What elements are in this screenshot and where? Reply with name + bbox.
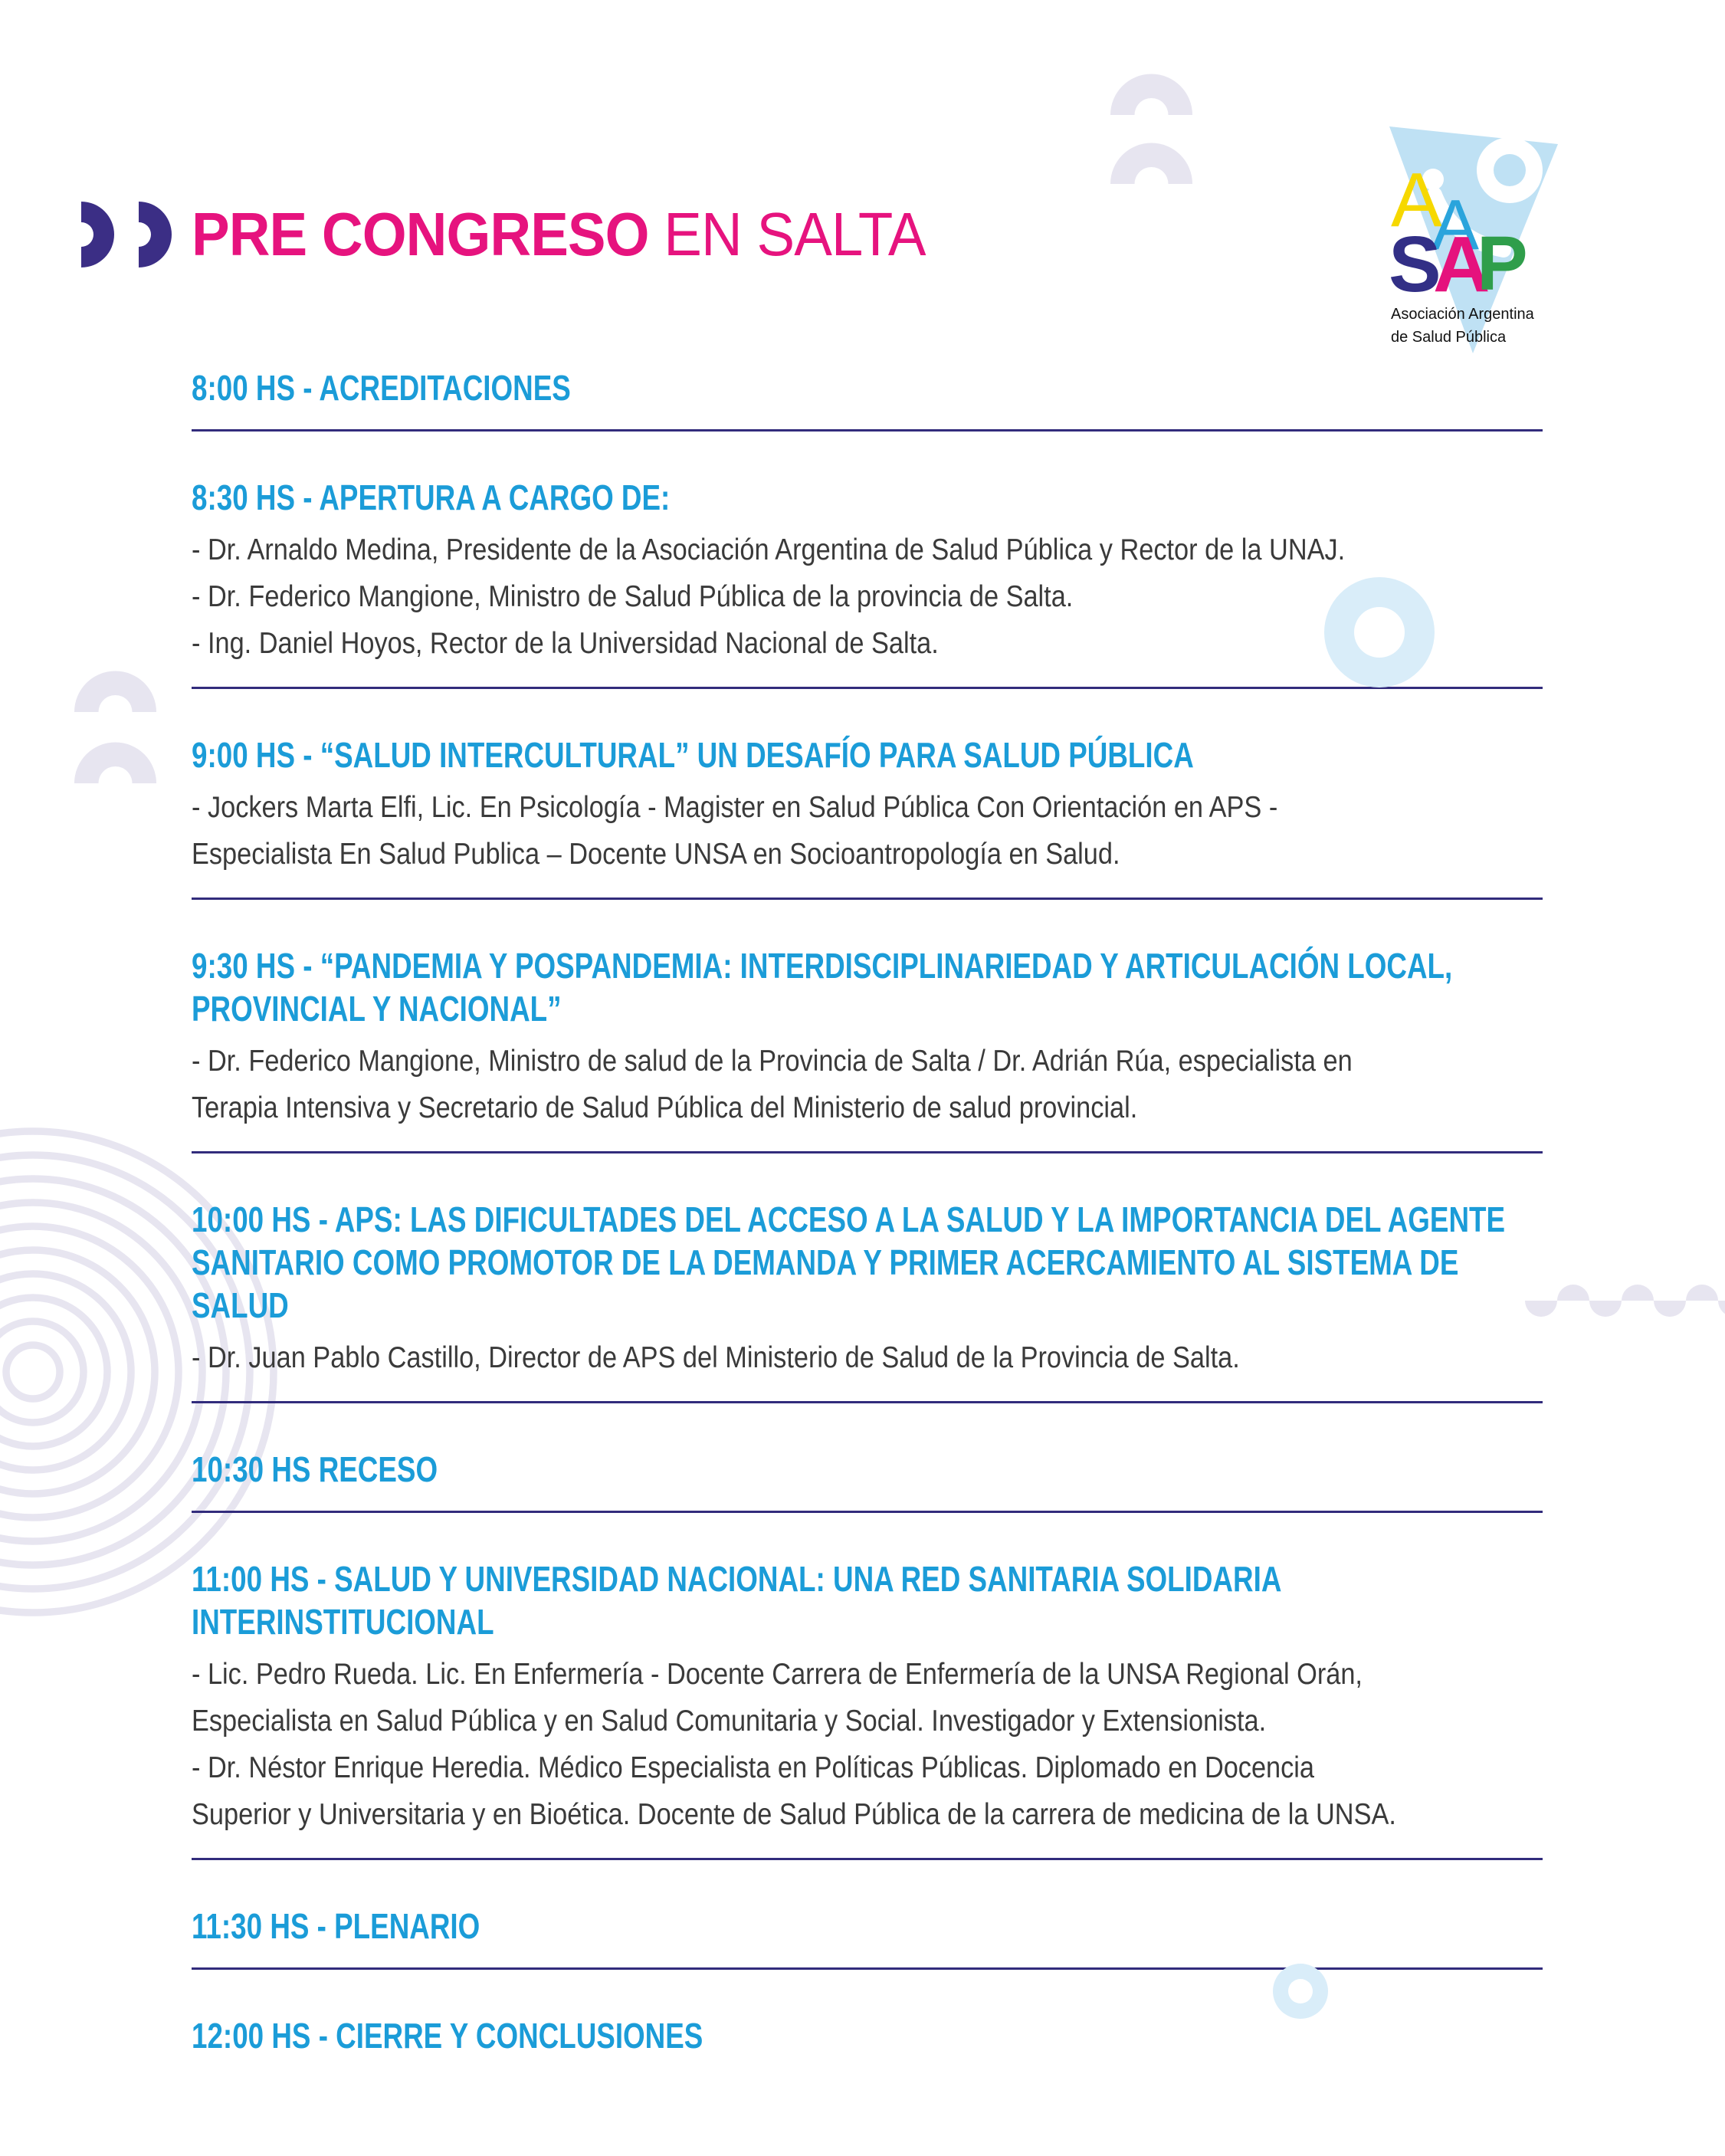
aasap-logo: A A S A P Asociación Argentina de Salud …: [1387, 121, 1563, 370]
session-speaker-line: - Dr. Néstor Enrique Heredia. Médico Esp…: [192, 1751, 1396, 1831]
section-divider: [192, 1511, 1543, 1513]
logo-person-head: [1422, 169, 1444, 190]
session-speakers: - Dr. Juan Pablo Castillo, Director de A…: [192, 1334, 1543, 1381]
schedule-section: 9:00 HS - “SALUD INTERCULTURAL” UN DESAF…: [192, 733, 1543, 900]
logo-letter-s-navy: S: [1389, 220, 1441, 308]
session-heading: 10:00 HS - APS: LAS DIFICULTADES DEL ACC…: [192, 1199, 1506, 1325]
donut-right-decoration: [1324, 577, 1435, 691]
quote-marks-icon: [80, 201, 172, 272]
logo-person-body: [1427, 187, 1511, 258]
session-speakers: - Dr. Arnaldo Medina, Presidente de la A…: [192, 527, 1543, 667]
schedule-section: 8:00 HS - ACREDITACIONES: [192, 366, 1543, 432]
session-heading: 9:30 HS - “PANDEMIA Y POSPANDEMIA: INTER…: [192, 946, 1453, 1029]
section-divider: [192, 898, 1543, 900]
session-speakers: - Dr. Federico Mangione, Ministro de sal…: [192, 1038, 1543, 1131]
session-heading: 9:00 HS - “SALUD INTERCULTURAL” UN DESAF…: [192, 735, 1194, 775]
logo-letter-a-magenta: A: [1433, 220, 1490, 308]
session-speakers: - Jockers Marta Elfi, Lic. En Psicología…: [192, 784, 1543, 878]
logo-letter-a-yellow: A: [1391, 157, 1442, 243]
session-heading: 8:00 HS - ACREDITACIONES: [192, 368, 571, 408]
section-divider: [192, 429, 1543, 432]
page-title: PRE CONGRESO EN SALTA: [192, 196, 926, 273]
logo-letter-a-blue: A: [1431, 185, 1479, 264]
page-title-light: EN SALTA: [648, 200, 926, 268]
schedule-section: 12:00 HS - CIERRE Y CONCLUSIONES: [192, 2014, 1543, 2057]
schedule-list: 8:00 HS - ACREDITACIONES 8:30 HS - APERT…: [192, 366, 1543, 2102]
page-title-bold: PRE CONGRESO: [192, 200, 649, 268]
session-heading: 11:30 HS - PLENARIO: [192, 1906, 480, 1946]
logo-caption-line1: Asociación Argentina: [1391, 306, 1535, 323]
schedule-section: 8:30 HS - APERTURA A CARGO DE: - Dr. Arn…: [192, 476, 1543, 689]
logo-letter-p-green: P: [1477, 221, 1528, 307]
logo-caption-line2: de Salud Pública: [1391, 329, 1507, 346]
schedule-section: 9:30 HS - “PANDEMIA Y POSPANDEMIA: INTER…: [192, 944, 1543, 1153]
session-heading: 11:00 HS - SALUD Y UNIVERSIDAD NACIONAL:…: [192, 1559, 1282, 1642]
double-arch-left-decoration: [74, 671, 156, 788]
session-heading: 10:30 HS RECESO: [192, 1449, 438, 1489]
schedule-section: 10:00 HS - APS: LAS DIFICULTADES DEL ACC…: [192, 1198, 1543, 1403]
double-arch-top-decoration: [1110, 74, 1192, 189]
session-speaker-line: - Ing. Daniel Hoyos, Rector de la Univer…: [192, 627, 939, 660]
schedule-section: 11:00 HS - SALUD Y UNIVERSIDAD NACIONAL:…: [192, 1557, 1543, 1860]
section-divider: [192, 687, 1543, 689]
wave-decoration: [1525, 1285, 1725, 1321]
concentric-circles-decoration: [0, 1117, 288, 1631]
section-divider: [192, 1151, 1543, 1153]
section-divider: [192, 1858, 1543, 1860]
section-divider: [192, 1967, 1543, 1970]
session-speaker-line: - Dr. Arnaldo Medina, Presidente de la A…: [192, 533, 1346, 566]
logo-ring-inner: [1494, 154, 1526, 186]
session-heading: 12:00 HS - CIERRE Y CONCLUSIONES: [192, 2016, 703, 2056]
session-speaker-line: - Lic. Pedro Rueda. Lic. En Enfermería -…: [192, 1658, 1363, 1738]
session-speaker-line: - Jockers Marta Elfi, Lic. En Psicología…: [192, 791, 1278, 871]
schedule-section: 11:30 HS - PLENARIO: [192, 1905, 1543, 1970]
donut-bottom-decoration: [1273, 1964, 1328, 2023]
session-heading: 8:30 HS - APERTURA A CARGO DE:: [192, 477, 671, 517]
section-divider: [192, 1401, 1543, 1403]
schedule-section: 10:30 HS RECESO: [192, 1448, 1543, 1513]
session-speaker-line: - Dr. Federico Mangione, Ministro de Sal…: [192, 580, 1074, 613]
session-speaker-line: - Dr. Federico Mangione, Ministro de sal…: [192, 1045, 1353, 1124]
session-speaker-line: - Dr. Juan Pablo Castillo, Director de A…: [192, 1341, 1240, 1374]
session-speakers: - Lic. Pedro Rueda. Lic. En Enfermería -…: [192, 1651, 1543, 1838]
